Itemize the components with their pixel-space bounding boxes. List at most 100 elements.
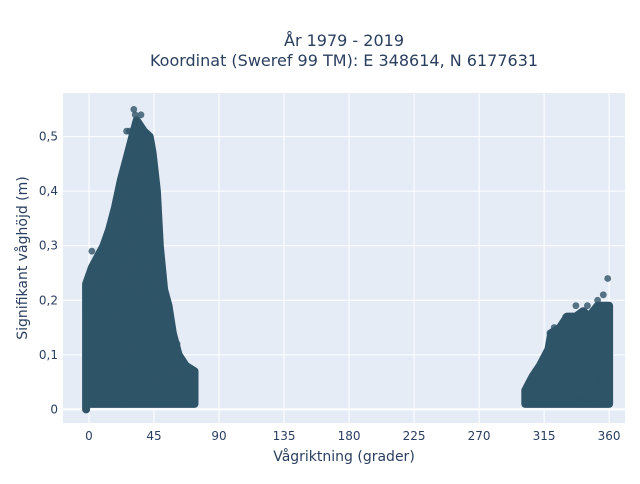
data-point — [135, 224, 143, 231]
data-point — [563, 357, 570, 364]
y-tick-label: 0 — [50, 402, 58, 416]
data-point — [87, 325, 94, 332]
data-point — [584, 359, 591, 366]
data-point — [83, 332, 90, 339]
data-point — [155, 393, 162, 401]
data-point — [100, 281, 107, 288]
data-point — [127, 251, 134, 258]
data-point — [566, 327, 573, 335]
data-point — [108, 376, 115, 383]
data-point — [542, 368, 549, 375]
data-point — [151, 234, 158, 241]
data-point — [186, 388, 194, 395]
data-point — [157, 287, 165, 294]
data-point — [111, 318, 119, 325]
data-point — [539, 356, 547, 364]
data-point — [151, 362, 158, 369]
data-point — [88, 247, 96, 255]
data-point — [143, 133, 151, 141]
data-point — [180, 391, 187, 399]
data-point — [144, 140, 152, 147]
data-point — [108, 251, 116, 258]
data-point — [101, 387, 109, 394]
data-point — [189, 393, 197, 400]
data-point — [92, 279, 99, 286]
data-point — [588, 400, 595, 407]
data-point — [557, 395, 564, 402]
data-point — [138, 125, 145, 133]
grid-lines — [63, 93, 625, 423]
data-point — [129, 377, 136, 384]
data-point — [93, 358, 100, 365]
data-point — [139, 297, 146, 304]
data-point — [132, 269, 139, 276]
data-point — [120, 312, 128, 320]
data-point — [130, 223, 137, 231]
data-point — [128, 207, 135, 215]
data-point — [580, 318, 588, 325]
data-point — [552, 395, 559, 402]
data-point — [136, 256, 144, 264]
data-point — [564, 363, 571, 370]
chart-title-line-1: År 1979 - 2019 — [284, 31, 404, 50]
data-point — [162, 303, 169, 310]
data-point — [122, 260, 130, 267]
data-point — [524, 389, 532, 397]
data-point — [124, 246, 131, 254]
data-point — [596, 385, 603, 393]
data-point — [599, 351, 607, 359]
data-point — [592, 381, 599, 388]
data-point — [148, 339, 155, 346]
data-point — [85, 280, 93, 288]
data-point — [90, 353, 97, 361]
data-point — [132, 254, 139, 262]
data-point — [143, 241, 151, 248]
data-point — [595, 337, 602, 345]
data-point — [118, 290, 125, 298]
data-point — [605, 390, 612, 397]
data-point — [528, 381, 535, 389]
data-point — [148, 399, 156, 407]
data-point — [583, 385, 590, 393]
data-point — [147, 250, 155, 257]
data-point — [144, 233, 152, 240]
data-point — [117, 212, 124, 220]
data-point — [84, 360, 92, 367]
data-point — [129, 197, 136, 204]
data-point — [108, 291, 115, 298]
data-point — [140, 358, 147, 365]
data-point — [548, 346, 555, 354]
data-point — [100, 302, 107, 310]
data-point — [568, 390, 575, 398]
data-point — [167, 353, 174, 360]
data-point — [105, 268, 112, 276]
data-point — [184, 373, 192, 380]
data-point — [159, 345, 166, 353]
data-point — [582, 339, 589, 346]
data-point — [555, 328, 562, 336]
data-point — [131, 214, 139, 221]
data-point — [144, 373, 151, 380]
data-point — [125, 383, 132, 390]
data-point — [137, 309, 145, 316]
data-point — [120, 391, 128, 398]
data-point — [556, 389, 563, 397]
data-point — [85, 370, 93, 378]
data-point — [546, 395, 553, 402]
data-point — [161, 383, 169, 390]
data-points — [82, 106, 614, 414]
data-point — [86, 289, 93, 296]
data-point — [110, 264, 117, 271]
data-point — [113, 240, 120, 248]
data-point — [593, 315, 601, 322]
data-point — [142, 154, 149, 161]
data-point — [546, 359, 553, 366]
data-point — [100, 308, 107, 316]
x-tick-label: 270 — [468, 429, 491, 443]
data-point — [128, 340, 136, 347]
data-point — [106, 283, 114, 290]
data-point — [544, 350, 551, 357]
data-point — [131, 330, 138, 338]
data-point — [151, 180, 158, 187]
chart-title-line-2: Koordinat (Sweref 99 TM): E 348614, N 61… — [150, 51, 538, 70]
